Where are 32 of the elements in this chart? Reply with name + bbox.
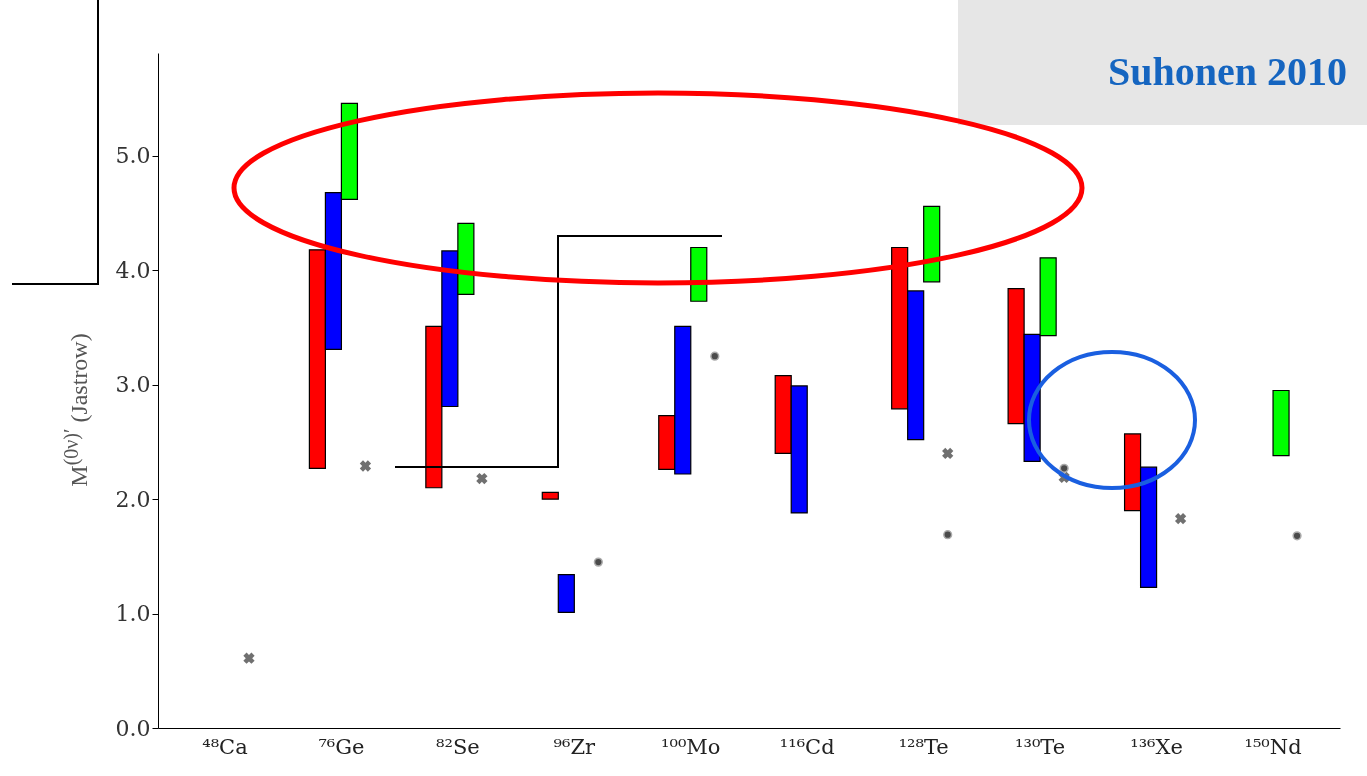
x-tick-label: ¹³⁶Xe — [1130, 734, 1183, 759]
point — [942, 447, 954, 460]
bar — [541, 491, 559, 500]
x-tick-label: ⁴⁸Ca — [202, 734, 248, 759]
point — [1174, 512, 1187, 525]
x-tick-label: ¹¹⁶Cd — [779, 734, 835, 759]
bar — [1272, 389, 1290, 457]
x-tick-label: ¹⁰⁰Mo — [661, 734, 721, 759]
point — [1292, 531, 1302, 541]
y-tick-label: 2.0 — [115, 486, 151, 512]
y-tick-label: 3.0 — [115, 372, 151, 398]
x-tick-label: ⁸²Se — [436, 734, 480, 759]
point — [243, 652, 255, 664]
x-tick-label: ⁹⁶Zr — [553, 734, 597, 759]
bar — [690, 246, 708, 302]
x-tick-label: ¹²⁸Te — [898, 734, 949, 759]
x-tick-label: ¹⁵⁰Nd — [1244, 734, 1302, 759]
y-tick-label: 0.0 — [115, 715, 151, 741]
y-tick-label: 5.0 — [115, 143, 151, 169]
point — [359, 460, 372, 472]
point — [1059, 463, 1069, 473]
y-tick-label: 1.0 — [115, 601, 151, 627]
bar — [923, 205, 941, 283]
bar — [557, 574, 575, 614]
point — [476, 472, 488, 485]
point — [943, 530, 953, 540]
annotation: Suhonen 2010 — [1108, 48, 1347, 95]
x-tick-label: ⁷⁶Ge — [318, 734, 365, 759]
x-tick-label: ¹³⁰Te — [1015, 734, 1066, 759]
point — [593, 557, 603, 567]
point — [710, 351, 720, 361]
y-tick-label: 4.0 — [115, 257, 151, 283]
